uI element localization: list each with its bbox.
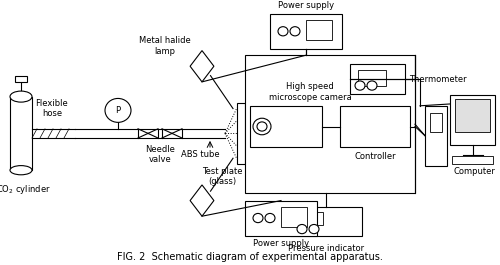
- Circle shape: [309, 224, 319, 234]
- Circle shape: [355, 81, 365, 90]
- Ellipse shape: [10, 166, 32, 175]
- Text: Flexible
hose: Flexible hose: [36, 99, 68, 118]
- Bar: [270, 14, 342, 49]
- Text: Pressure indicator: Pressure indicator: [288, 244, 364, 253]
- Text: ABS tube: ABS tube: [180, 150, 220, 159]
- Circle shape: [253, 213, 263, 223]
- Bar: [340, 106, 410, 147]
- Bar: [298, 211, 323, 226]
- Bar: [10, 97, 32, 170]
- Bar: [425, 106, 447, 166]
- Ellipse shape: [10, 91, 32, 102]
- Bar: [452, 156, 493, 164]
- Text: Metal halide
lamp: Metal halide lamp: [139, 36, 191, 56]
- Circle shape: [290, 27, 300, 36]
- Text: Test plate
(glass): Test plate (glass): [202, 167, 242, 186]
- Polygon shape: [190, 185, 214, 216]
- Bar: [306, 20, 332, 41]
- Text: Thermometer: Thermometer: [409, 75, 467, 84]
- Bar: [281, 207, 307, 227]
- Circle shape: [253, 118, 271, 135]
- Bar: [245, 201, 317, 236]
- Bar: [250, 106, 322, 147]
- Bar: [450, 95, 495, 145]
- Bar: [15, 76, 27, 82]
- Text: Computer: Computer: [454, 167, 496, 176]
- Text: High speed
microscope camera: High speed microscope camera: [268, 82, 351, 102]
- Circle shape: [265, 213, 275, 223]
- Text: Needle
valve: Needle valve: [145, 145, 175, 164]
- Circle shape: [367, 81, 377, 90]
- Text: P: P: [116, 106, 120, 115]
- Bar: [350, 64, 405, 94]
- Circle shape: [105, 98, 131, 122]
- Circle shape: [257, 122, 267, 131]
- Bar: [290, 207, 362, 236]
- Bar: [245, 55, 415, 193]
- Text: CO$_2$ cylinder: CO$_2$ cylinder: [0, 183, 50, 196]
- Circle shape: [297, 224, 307, 234]
- Bar: [358, 70, 386, 86]
- Text: Power supply: Power supply: [253, 239, 309, 248]
- Polygon shape: [190, 51, 214, 82]
- Circle shape: [278, 27, 288, 36]
- Bar: [430, 113, 442, 131]
- Text: FIG. 2  Schematic diagram of experimental apparatus.: FIG. 2 Schematic diagram of experimental…: [117, 252, 383, 262]
- Text: Controller: Controller: [354, 152, 396, 161]
- Bar: [237, 103, 245, 164]
- Bar: [455, 99, 490, 131]
- Text: Power supply: Power supply: [278, 1, 334, 10]
